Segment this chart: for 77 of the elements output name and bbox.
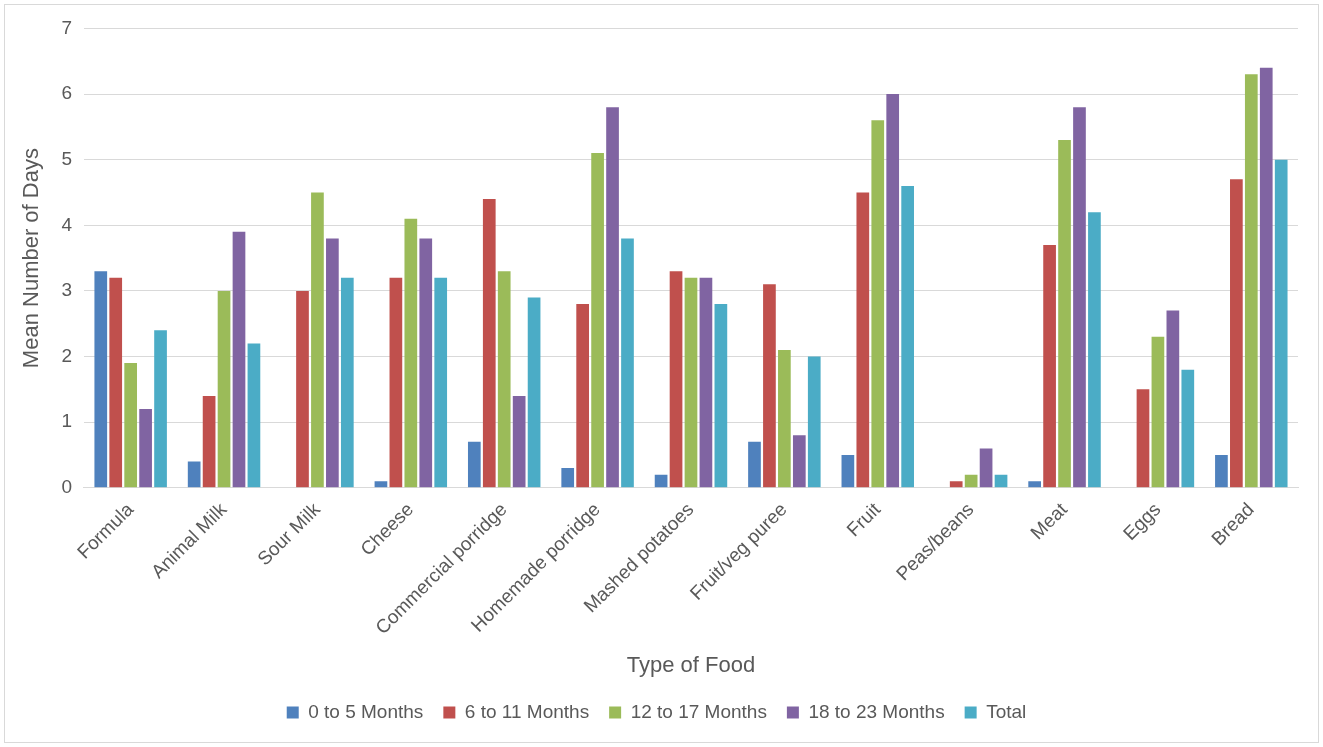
bar: [434, 277, 448, 488]
legend-label: 6 to 11 Months: [464, 700, 590, 722]
bar: [139, 409, 152, 488]
bar: [669, 271, 683, 488]
bar: [886, 94, 900, 488]
bar: [232, 231, 246, 488]
bar: [124, 363, 138, 488]
bar: [109, 277, 123, 488]
bar: [1151, 336, 1165, 488]
bar: [1244, 74, 1258, 488]
bar: [901, 185, 914, 488]
bar: [979, 448, 993, 488]
bar: [296, 290, 309, 488]
legend-label: 18 to 23 Months: [808, 700, 945, 722]
bar: [748, 441, 761, 488]
bar: [807, 356, 821, 488]
bar: [1274, 159, 1288, 488]
bar: [187, 461, 201, 488]
bar: [497, 271, 511, 488]
bar: [964, 474, 978, 488]
bar: [841, 454, 855, 488]
legend-label: 12 to 17 Months: [630, 700, 767, 722]
y-axis-title: Mean Number of Days: [18, 148, 44, 369]
bar: [699, 277, 713, 488]
bar: [994, 474, 1008, 488]
legend-label: 0 to 5 Months: [308, 700, 424, 722]
x-axis-title: Type of Food: [626, 651, 756, 677]
bar: [763, 284, 776, 488]
bar: [247, 343, 261, 488]
bar: [1088, 212, 1101, 488]
y-tick-label: 0: [61, 476, 72, 498]
y-tick-label: 1: [61, 410, 72, 432]
bar: [561, 468, 575, 488]
bar: [404, 218, 418, 488]
bar: [1058, 139, 1071, 488]
bar: [94, 271, 108, 488]
bar: [512, 395, 526, 488]
y-tick-label: 7: [61, 16, 72, 38]
legend-label: Total: [986, 700, 1027, 722]
bar: [419, 238, 433, 488]
bar: [1043, 244, 1056, 488]
bar: [311, 192, 324, 488]
bar: [1073, 107, 1086, 488]
bar: [340, 277, 354, 488]
bar: [714, 304, 728, 488]
bar: [621, 238, 634, 488]
bar: [684, 277, 698, 488]
bar: [154, 330, 167, 488]
bar: [654, 474, 668, 488]
bar: [326, 238, 339, 488]
bar: [1230, 179, 1243, 488]
bar: [1028, 481, 1041, 488]
bar: [1215, 454, 1228, 488]
bar: [778, 349, 791, 488]
y-tick-label: 6: [61, 82, 72, 104]
bar: [871, 120, 885, 488]
bar: [467, 441, 481, 488]
y-tick-label: 2: [61, 344, 72, 366]
bar: [202, 395, 216, 488]
bar: [856, 192, 870, 488]
bar: [374, 481, 388, 488]
bar: [792, 435, 806, 488]
y-tick-label: 5: [61, 147, 72, 169]
bar: [576, 304, 590, 488]
bar: [949, 481, 963, 488]
bar: [1136, 389, 1150, 488]
bar: [591, 153, 604, 488]
y-tick-label: 3: [61, 279, 72, 301]
bar: [389, 277, 403, 488]
bar: [482, 199, 496, 488]
bar: [606, 107, 619, 488]
bar: [1166, 310, 1180, 488]
bar: [527, 297, 541, 488]
y-tick-label: 4: [61, 213, 73, 235]
bar: [1181, 369, 1195, 488]
bar: [217, 290, 231, 488]
bar: [1259, 67, 1273, 488]
